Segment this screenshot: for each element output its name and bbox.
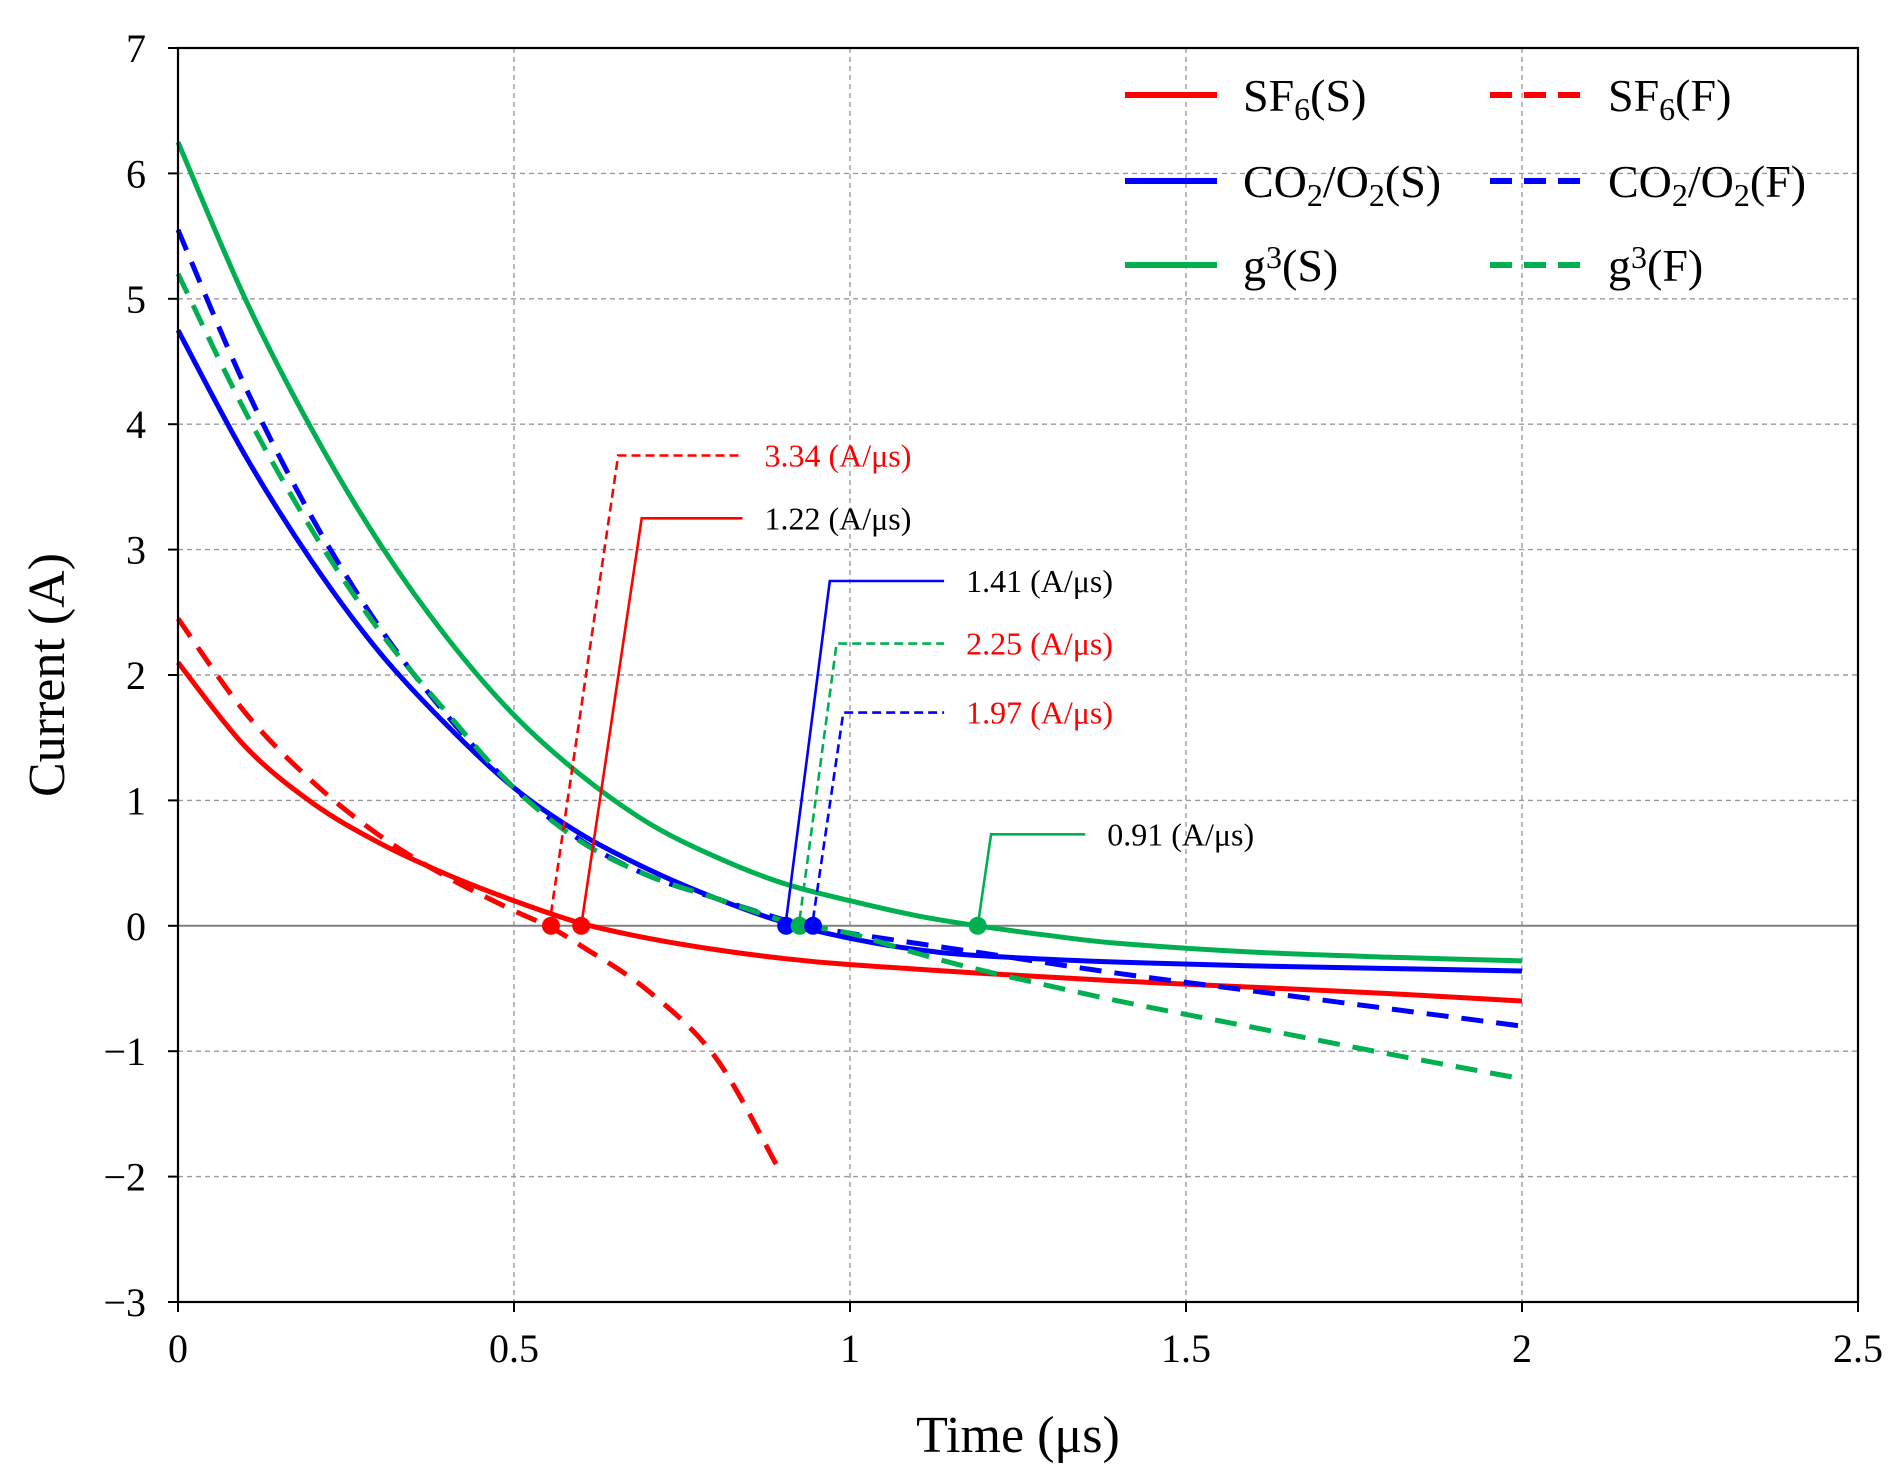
legend-label-part: SF	[1243, 70, 1294, 121]
legend-label: SF6(F)	[1608, 70, 1731, 127]
legend-label: CO2/O2(S)	[1243, 156, 1441, 213]
y-tick-label: −2	[103, 1155, 146, 1200]
legend-label-part: (F)	[1675, 70, 1731, 121]
legend-label-part: 6	[1294, 91, 1310, 127]
legend-label-part: 2	[1672, 177, 1688, 213]
grid-layer	[178, 48, 1858, 1302]
legend-label: CO2/O2(F)	[1608, 156, 1806, 213]
legend-label-part: 3	[1266, 239, 1282, 275]
annotation-leader	[549, 454, 743, 914]
zero-crossing-marker	[541, 916, 560, 935]
legend-label-part: (S)	[1385, 156, 1441, 207]
legend-label: g3(F)	[1608, 239, 1703, 291]
legend-layer: SF6(S) SF6(F)CO2/O2(S) CO2/O2(F)g3(S) g3(F)	[1125, 70, 1806, 291]
x-tick-label: 2.5	[1833, 1326, 1883, 1371]
zero-crossing-marker	[804, 916, 823, 935]
y-tick-label: 3	[126, 528, 146, 573]
x-tick-label: 1.5	[1161, 1326, 1211, 1371]
x-tick-label: 0	[168, 1326, 188, 1371]
annotation-leader	[798, 642, 945, 920]
legend-label-part: 3	[1631, 239, 1647, 275]
legend-entry: SF6(S)	[1125, 70, 1366, 127]
legend-label-part: SF	[1608, 70, 1659, 121]
y-tick-label: 4	[126, 402, 146, 447]
legend-label-part: 6	[1659, 91, 1675, 127]
x-tick-label: 0.5	[489, 1326, 539, 1371]
zero-crossing-marker	[968, 916, 987, 935]
annotation-label: 1.22 (A/μs)	[764, 500, 911, 536]
legend-label-part: /O	[1323, 156, 1369, 207]
series-line-g3-f-	[175, 272, 1523, 1082]
y-tick-label: 1	[126, 778, 146, 823]
annotation-layer: 3.34 (A/μs) 1.22 (A/μs) 1.41 (A/μs) 2.25 (A…	[549, 438, 1254, 926]
legend-label-part: g	[1608, 240, 1631, 291]
y-tick-label: 5	[126, 277, 146, 322]
legend-entry: CO2/O2(F)	[1490, 156, 1806, 213]
annotation-label: 0.91 (A/μs)	[1107, 816, 1254, 852]
annotation-leader	[976, 832, 1086, 926]
legend-entry: SF6(F)	[1490, 70, 1731, 127]
y-tick-label: 6	[126, 151, 146, 196]
annotation-label: 3.34 (A/μs)	[764, 438, 911, 474]
legend-label-part: CO	[1243, 156, 1307, 207]
x-axis-title: Time (μs)	[916, 1407, 1120, 1464]
x-tick-label: 2	[1512, 1326, 1532, 1371]
annotation-leader	[784, 579, 945, 920]
annotation-leader	[579, 516, 743, 926]
series-layer	[175, 141, 1523, 1166]
legend-label-part: g	[1243, 240, 1266, 291]
y-tick-label: 0	[126, 904, 146, 949]
annotation-label: 2.25 (A/μs)	[966, 626, 1113, 662]
y-tick-label: −1	[103, 1029, 146, 1074]
legend-label: SF6(S)	[1243, 70, 1366, 127]
legend-label-part: /O	[1688, 156, 1734, 207]
legend-entry: g3(F)	[1490, 239, 1703, 291]
legend-label-part: (F)	[1750, 156, 1806, 207]
y-tick-label: −3	[103, 1280, 146, 1325]
legend-label-part: 2	[1734, 177, 1750, 213]
annotation-leader	[811, 711, 945, 920]
legend-label-part: 2	[1369, 177, 1385, 213]
annotation-label: 1.97 (A/μs)	[966, 695, 1113, 731]
marker-layer	[541, 916, 987, 935]
series-line-g3-s-	[175, 141, 1523, 964]
legend-entry: CO2/O2(S)	[1125, 156, 1441, 213]
y-axis-title: Current (A)	[19, 553, 76, 797]
legend-label-part: 2	[1307, 177, 1323, 213]
zero-crossing-marker	[777, 916, 796, 935]
y-tick-label: 7	[126, 26, 146, 71]
annotation-label: 1.41 (A/μs)	[966, 563, 1113, 599]
y-tick-label: 2	[126, 653, 146, 698]
zero-crossing-marker	[572, 916, 591, 935]
legend-label: g3(S)	[1243, 239, 1338, 291]
legend-label-part: (S)	[1310, 70, 1366, 121]
x-tick-label: 1	[840, 1326, 860, 1371]
legend-entry: g3(S)	[1125, 239, 1338, 291]
legend-label-part: (F)	[1647, 240, 1703, 291]
legend-label-part: CO	[1608, 156, 1672, 207]
zero-crossing-marker	[790, 916, 809, 935]
legend-label-part: (S)	[1282, 240, 1338, 291]
